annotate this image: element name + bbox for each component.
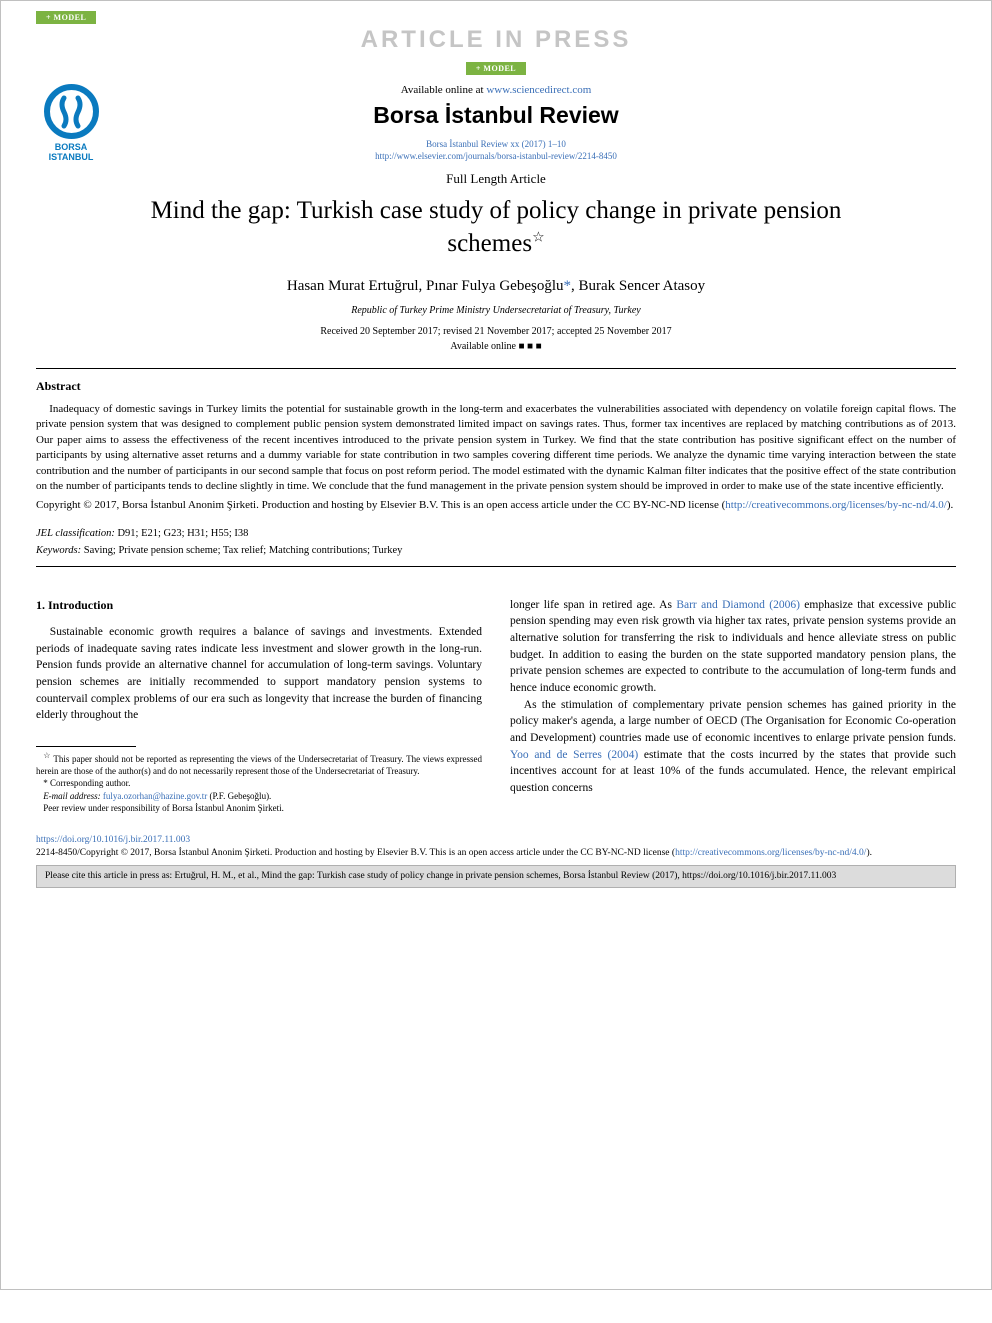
- footer: https://doi.org/10.1016/j.bir.2017.11.00…: [36, 834, 956, 888]
- abstract-copyright: Copyright © 2017, Borsa İstanbul Anonim …: [36, 498, 956, 513]
- dates-line1: Received 20 September 2017; revised 21 N…: [320, 326, 671, 337]
- cc-license-link[interactable]: http://creativecommons.org/licenses/by-n…: [725, 499, 947, 511]
- rule-bottom: [36, 566, 956, 567]
- footnote-corresponding: * Corresponding author.: [36, 777, 482, 789]
- logo-line2: ISTANBUL: [49, 152, 94, 162]
- journal-url[interactable]: http://www.elsevier.com/journals/borsa-i…: [116, 151, 876, 161]
- rule-top: [36, 368, 956, 369]
- intro-para-1: Sustainable economic growth requires a b…: [36, 624, 482, 724]
- article-type: Full Length Article: [36, 171, 956, 187]
- cite-text: Please cite this article in press as: Er…: [45, 871, 682, 881]
- publisher-logo: BORSA ISTANBUL: [36, 84, 106, 163]
- citation-line: Borsa İstanbul Review xx (2017) 1–10: [116, 139, 876, 149]
- email-link[interactable]: fulya.ozorhan@hazine.gov.tr: [103, 791, 207, 801]
- article-title: Mind the gap: Turkish case study of poli…: [36, 195, 956, 260]
- footer-cc-link[interactable]: http://creativecommons.org/licenses/by-n…: [675, 848, 866, 858]
- jel-codes: D91; E21; G23; H31; H55; I38: [117, 528, 248, 539]
- journal-title: Borsa İstanbul Review: [116, 102, 876, 129]
- keywords-values: Saving; Private pension scheme; Tax reli…: [84, 545, 403, 556]
- model-badge-center: + MODEL: [466, 62, 526, 75]
- keywords: Keywords: Saving; Private pension scheme…: [36, 545, 956, 556]
- available-online: Available online at www.sciencedirect.co…: [116, 84, 876, 96]
- column-left: 1. Introduction Sustainable economic gro…: [36, 597, 482, 814]
- abstract-text: Inadequacy of domestic savings in Turkey…: [36, 402, 956, 494]
- body-columns: 1. Introduction Sustainable economic gro…: [36, 597, 956, 814]
- copyright-suffix: ).: [947, 499, 953, 511]
- email-suffix: (P.F. Gebeşoğlu).: [207, 791, 271, 801]
- article-dates: Received 20 September 2017; revised 21 N…: [36, 324, 956, 354]
- logo-circle-icon: [44, 84, 99, 139]
- logo-line1: BORSA: [55, 142, 88, 152]
- col2-p1-b: emphasize that excessive public pension …: [510, 599, 956, 694]
- ref-barr-diamond[interactable]: Barr and Diamond (2006): [676, 599, 800, 611]
- affiliation: Republic of Turkey Prime Ministry Unders…: [36, 305, 956, 316]
- abstract-heading: Abstract: [36, 379, 956, 394]
- title-line1: Mind the gap: Turkish case study of poli…: [151, 197, 842, 224]
- footer-copyright-text: 2214-8450/Copyright © 2017, Borsa İstanb…: [36, 848, 675, 858]
- intro-para-1-cont: longer life span in retired age. As Barr…: [510, 597, 956, 697]
- col2-p1-a: longer life span in retired age. As: [510, 599, 676, 611]
- ref-yoo-serres[interactable]: Yoo and de Serres (2004): [510, 749, 638, 761]
- citation-box: Please cite this article in press as: Er…: [36, 865, 956, 888]
- sciencedirect-link[interactable]: www.sciencedirect.com: [486, 84, 591, 96]
- abstract-body: Inadequacy of domestic savings in Turkey…: [36, 403, 956, 492]
- dates-line2: Available online ■ ■ ■: [450, 341, 541, 352]
- author-2: Pınar Fulya Gebeşoğlu: [426, 278, 563, 294]
- footnote-disclaimer: ☆ This paper should not be reported as r…: [36, 751, 482, 777]
- section-1-heading: 1. Introduction: [36, 597, 482, 614]
- model-badge-top: + MODEL: [36, 11, 96, 24]
- footnote-peer-review: Peer review under responsibility of Bors…: [36, 802, 482, 814]
- intro-para-2: As the stimulation of complementary priv…: [510, 697, 956, 797]
- col2-p2-a: As the stimulation of complementary priv…: [510, 699, 956, 744]
- title-star-icon: ☆: [532, 230, 545, 245]
- title-line2: schemes: [447, 230, 532, 257]
- column-right: longer life span in retired age. As Barr…: [510, 597, 956, 814]
- corresponding-mark: *: [563, 278, 571, 294]
- header-center: Available online at www.sciencedirect.co…: [36, 84, 956, 161]
- footnote-rule: [36, 746, 136, 747]
- article-in-press-banner: ARTICLE IN PRESS: [36, 26, 956, 54]
- footnote-star-icon: ☆: [43, 751, 51, 760]
- author-3: Burak Sencer Atasoy: [578, 278, 705, 294]
- logo-text: BORSA ISTANBUL: [36, 143, 106, 163]
- authors: Hasan Murat Ertuğrul, Pınar Fulya Gebeşo…: [36, 278, 956, 295]
- cite-doi: https://doi.org/10.1016/j.bir.2017.11.00…: [682, 871, 836, 881]
- footnote-email: E-mail address: fulya.ozorhan@hazine.gov…: [36, 790, 482, 802]
- header-section: BORSA ISTANBUL Available online at www.s…: [36, 84, 956, 161]
- footer-copyright-suffix: ).: [866, 848, 872, 858]
- jel-classification: JEL classification: D91; E21; G23; H31; …: [36, 528, 956, 539]
- page: + MODEL ARTICLE IN PRESS + MODEL BORSA I…: [0, 0, 992, 1290]
- model-badge-center-wrap: + MODEL: [36, 58, 956, 76]
- footnote-1-text: This paper should not be reported as rep…: [36, 754, 482, 776]
- email-label: E-mail address:: [43, 791, 103, 801]
- doi-link[interactable]: https://doi.org/10.1016/j.bir.2017.11.00…: [36, 835, 190, 845]
- copyright-prefix: Copyright © 2017, Borsa İstanbul Anonim …: [36, 499, 725, 511]
- jel-label: JEL classification:: [36, 528, 117, 539]
- author-1: Hasan Murat Ertuğrul: [287, 278, 419, 294]
- keywords-label: Keywords:: [36, 545, 84, 556]
- footer-copyright: 2214-8450/Copyright © 2017, Borsa İstanb…: [36, 847, 956, 860]
- available-prefix: Available online at: [401, 84, 487, 96]
